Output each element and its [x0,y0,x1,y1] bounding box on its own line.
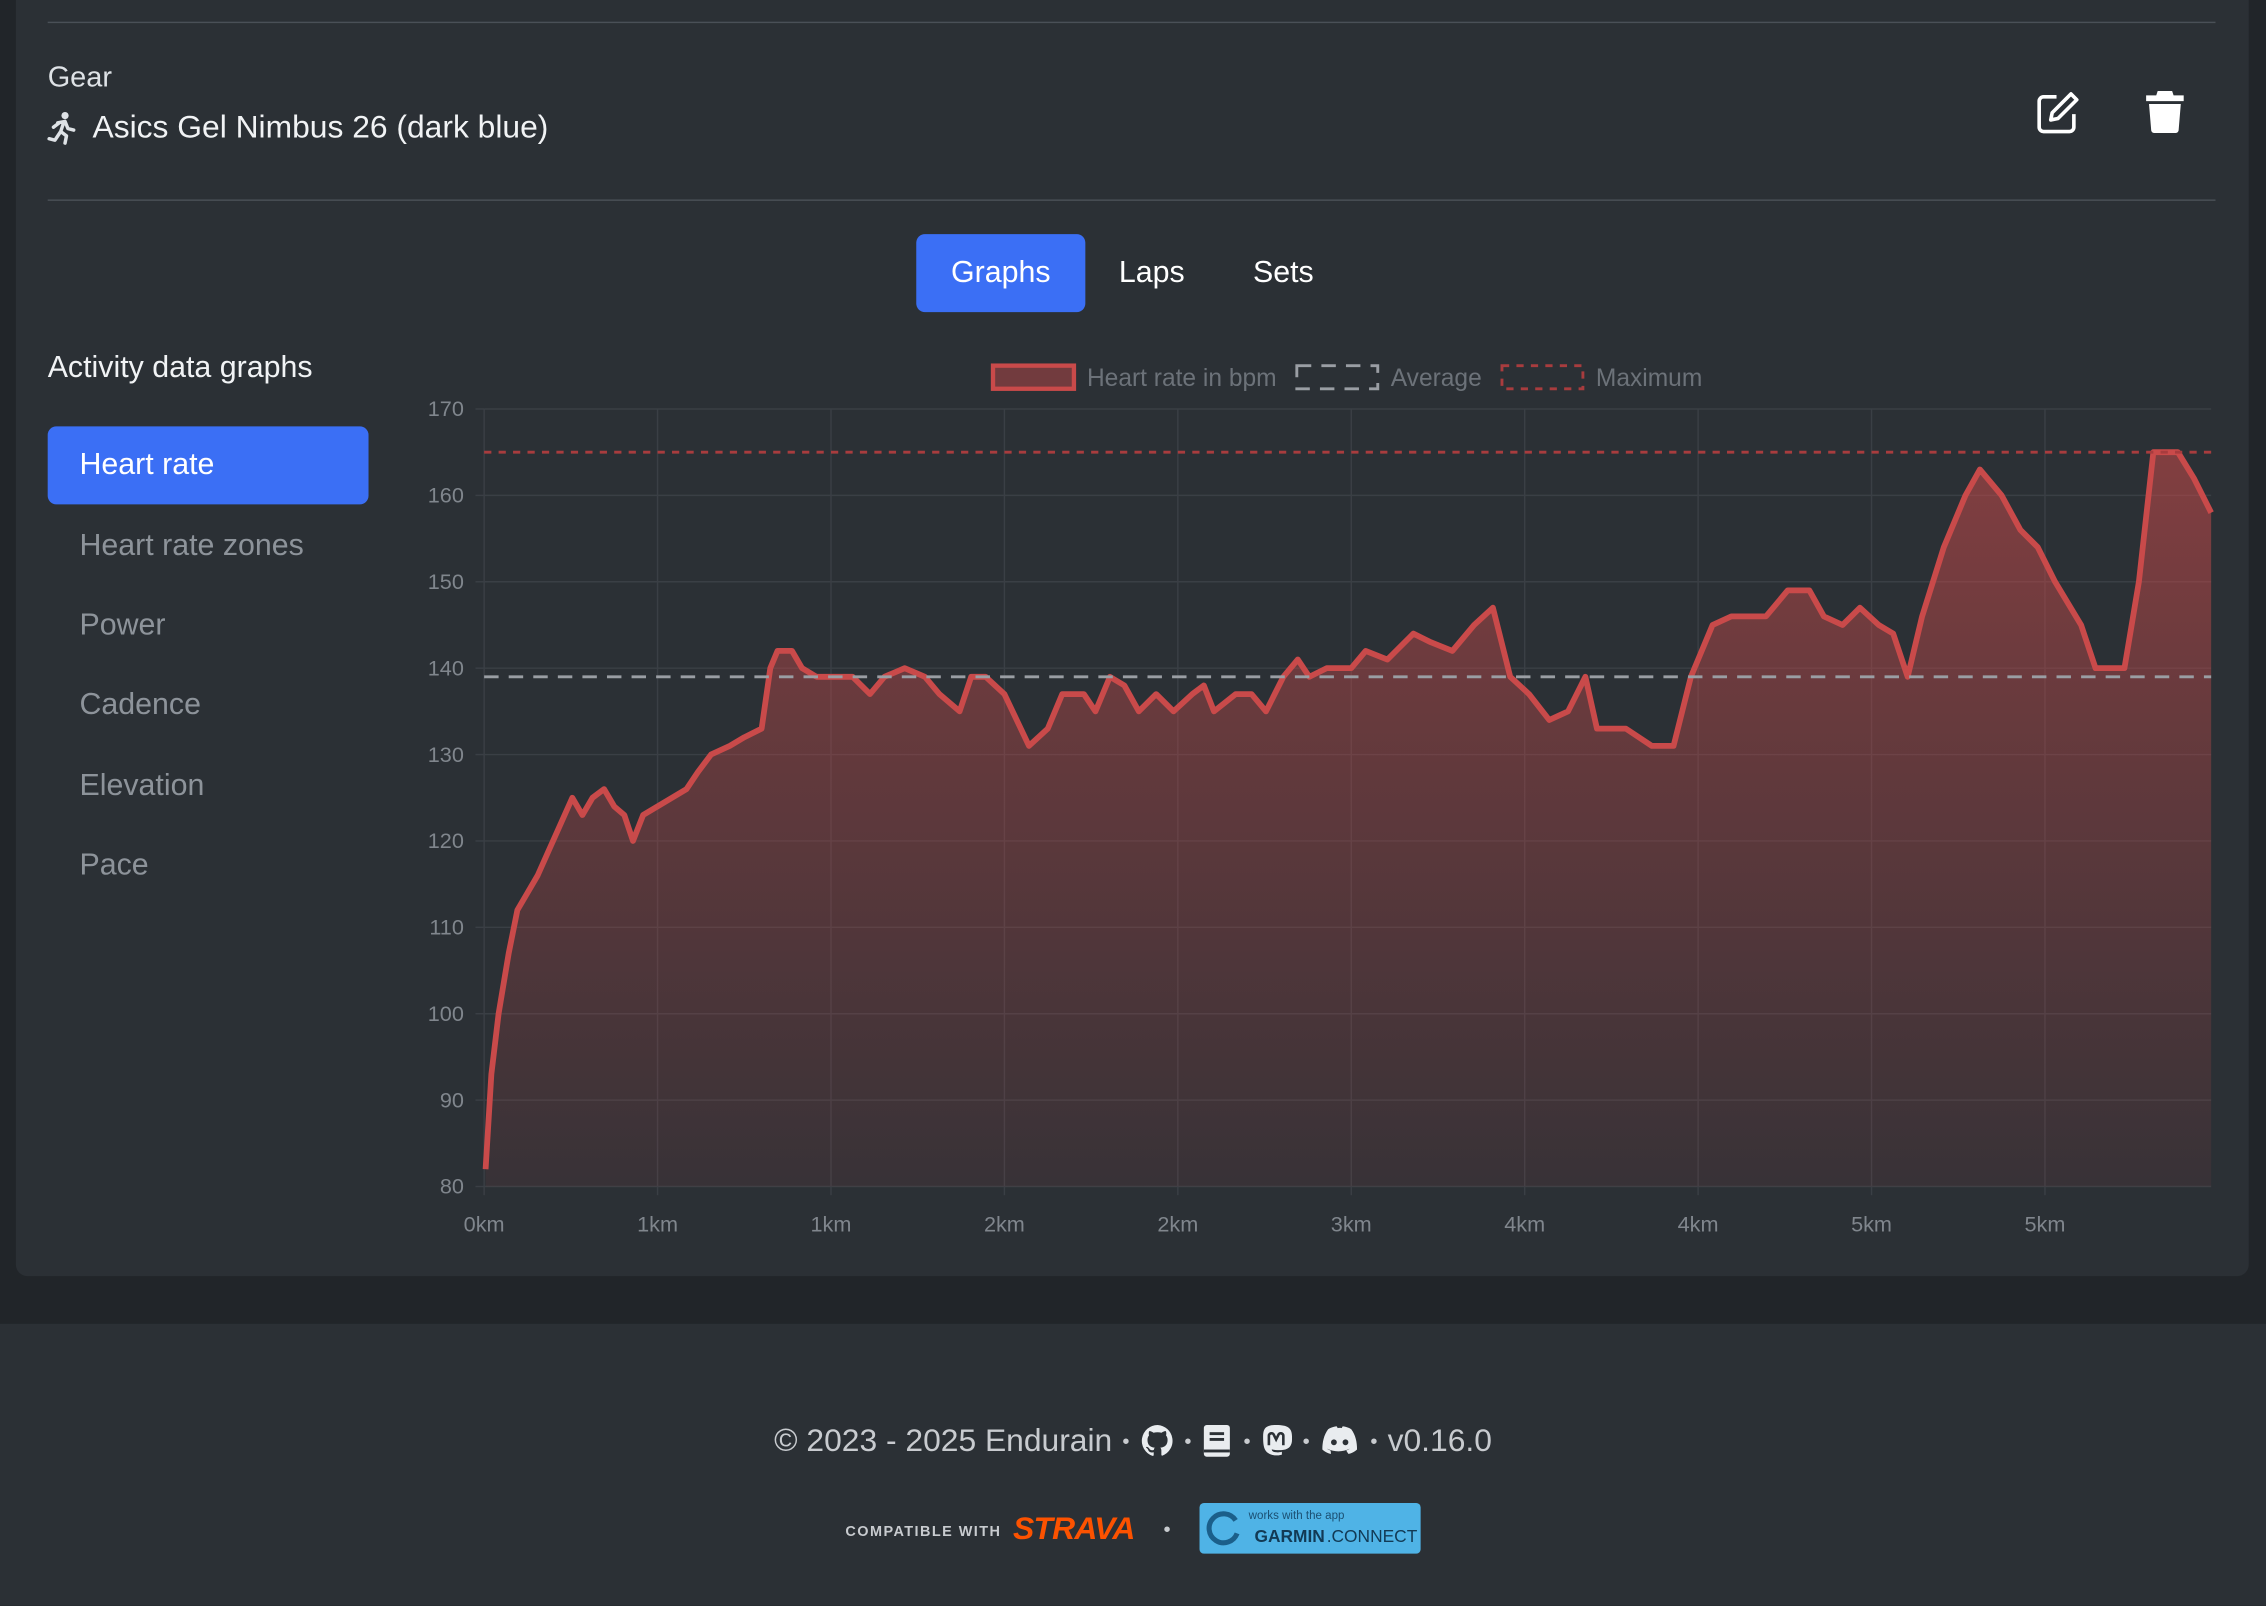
sidebar-item[interactable]: Heart rate zones [79,528,304,563]
copyright: © 2023 - 2025 Endurain [774,1422,1113,1459]
edit-button[interactable] [2035,90,2081,136]
x-tick-label: 1km [637,1211,678,1236]
y-tick-label: 90 [440,1087,464,1112]
y-tick-label: 110 [429,915,464,940]
legend-swatch [990,363,1077,391]
sidebar-item[interactable]: Pace [79,848,149,882]
strava-logo[interactable]: STRAVA [1012,1509,1135,1546]
delete-button[interactable] [2145,90,2185,133]
x-tick-label: 5km [2024,1211,2065,1236]
divider [47,199,2216,201]
legend-label: Heart rate in bpm [1087,365,1277,392]
y-tick-label: 140 [428,655,464,680]
separator: • [1243,1429,1251,1453]
y-tick-label: 100 [428,1001,464,1026]
gear-name: Asics Gel Nimbus 26 (dark blue) [92,108,549,145]
y-tick-label: 130 [428,742,464,767]
y-tick-label: 170 [428,396,464,421]
tab-active[interactable]: Graphs [916,234,1086,313]
footer-row: © 2023 - 2025 Endurain • • • • • v0.16.0 [0,1422,2266,1460]
x-tick-label: 2km [984,1211,1025,1236]
x-tick-label: 2km [1157,1211,1198,1236]
footer [0,1323,2266,1606]
docs-link[interactable] [1202,1424,1234,1459]
x-tick-label: 1km [811,1211,852,1236]
chart: 80 90 100 110 120 130 140 150 160 170 0km 1km 1km 2km… [428,363,2214,1236]
area [485,452,2212,1187]
gear-label: Gear [47,62,112,94]
mastodon-link[interactable] [1261,1424,1293,1459]
legend-label: Maximum [1596,365,1702,392]
line [482,449,2214,1170]
github-link[interactable] [1140,1424,1175,1459]
sidebar-item[interactable]: Cadence [79,687,201,722]
legend-label: Average [1391,365,1482,392]
garmin-suffix: .CONNECT [1326,1526,1418,1547]
x-tick-label: 4km [1678,1211,1719,1236]
x-tick-label: 3km [1331,1211,1372,1236]
version: v0.16.0 [1387,1422,1492,1459]
separator: • [1370,1429,1378,1453]
y-tick-label: 160 [428,483,464,508]
divider [47,21,2216,24]
tab[interactable]: Sets [1252,255,1314,290]
sidebar-item[interactable]: Power [79,608,166,642]
garmin-badge[interactable]: works with the app GARMIN .CONNECT [1199,1503,1421,1554]
run-icon [47,112,76,145]
tab[interactable]: Laps [1118,255,1185,290]
partner-row: COMPATIBLE WITH STRAVA • works with the … [0,1503,2266,1554]
discord-link[interactable] [1320,1424,1360,1459]
sidebar-title: Activity data graphs [47,351,313,385]
y-tick-label: 120 [428,828,464,853]
y-tick-label: 150 [428,569,464,594]
separator: • [1184,1429,1192,1453]
x-tick-label: 4km [1504,1211,1545,1236]
garmin-icon [1206,1511,1240,1546]
x-tick-label: 5km [1851,1211,1892,1236]
y-tick-label: 80 [440,1174,464,1199]
garmin-prefix: works with the app [1248,1508,1345,1522]
strava-prefix: COMPATIBLE WITH [845,1524,1002,1541]
sidebar-item-active[interactable]: Heart rate [47,426,369,505]
sidebar-item[interactable]: Elevation [79,768,205,803]
garmin-name: GARMIN [1254,1526,1325,1547]
separator: • [1163,1516,1171,1540]
separator: • [1122,1429,1130,1453]
legend-swatch [1500,364,1585,391]
x-tick-label: 0km [464,1211,505,1236]
legend-swatch [1295,364,1380,391]
separator: • [1302,1429,1310,1453]
